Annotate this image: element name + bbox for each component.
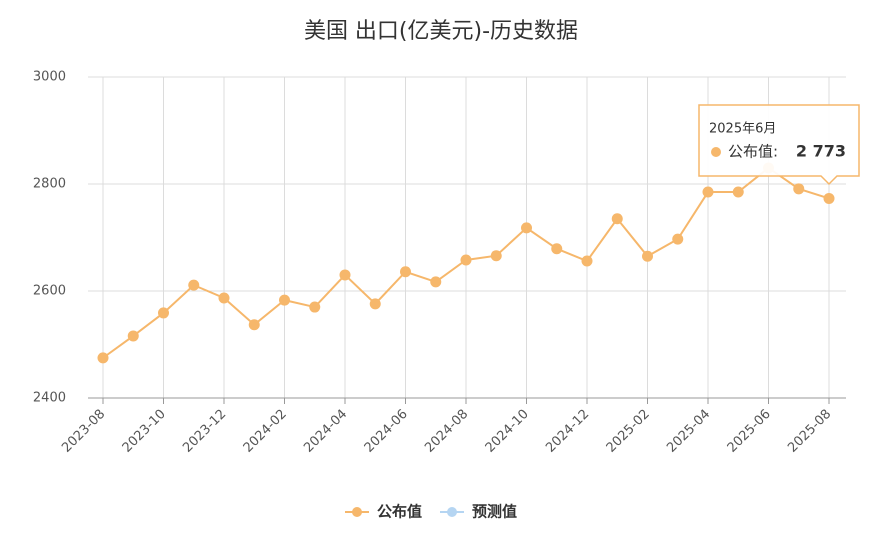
data-point <box>188 279 200 291</box>
x-tick-label: 2024-10 <box>483 407 532 456</box>
x-tick-label: 2025-04 <box>664 407 713 456</box>
tooltip-label: 公布值: <box>728 143 778 161</box>
y-tick-label: 3000 <box>33 70 66 85</box>
y-tick-label: 2600 <box>33 284 66 299</box>
data-point <box>127 330 139 342</box>
data-point <box>158 307 169 319</box>
data-point <box>732 186 744 198</box>
data-point <box>521 222 532 234</box>
x-tick-label: 2024-04 <box>301 407 350 456</box>
data-point <box>309 301 321 313</box>
data-point <box>430 276 442 288</box>
tooltip-value: 2 773 <box>796 142 846 161</box>
data-point <box>490 250 502 262</box>
x-tick-label: 2023-12 <box>180 407 229 456</box>
data-point <box>97 352 109 364</box>
data-point <box>672 233 684 245</box>
x-tick-label: 2025-02 <box>604 407 653 456</box>
data-point <box>823 192 835 204</box>
legend-label: 预测值 <box>472 503 517 521</box>
tooltip-title: 2025年6月 <box>709 122 776 137</box>
data-point <box>248 319 260 331</box>
data-point <box>339 269 351 281</box>
legend-label: 公布值 <box>377 503 422 521</box>
data-point <box>611 213 623 225</box>
tooltip-marker <box>711 147 721 157</box>
legend-marker <box>352 507 362 517</box>
data-point <box>551 243 563 255</box>
x-tick-label: 2024-08 <box>422 407 471 456</box>
y-tick-label: 2400 <box>33 391 66 406</box>
x-tick-label: 2023-08 <box>59 407 108 456</box>
x-tick-label: 2025-08 <box>785 407 834 456</box>
x-tick-label: 2024-06 <box>362 407 411 456</box>
chart-title: 美国 出口(亿美元)-历史数据 <box>304 19 578 44</box>
x-tick-label: 2023-10 <box>120 407 169 456</box>
data-point <box>369 298 381 310</box>
x-tick-label: 2024-12 <box>543 407 592 456</box>
data-point <box>581 255 593 267</box>
data-point <box>400 266 411 278</box>
data-point <box>702 186 714 198</box>
data-point <box>793 183 805 195</box>
data-point <box>460 254 472 266</box>
data-point <box>218 292 230 304</box>
x-tick-label: 2025-06 <box>725 407 774 456</box>
y-tick-label: 2800 <box>33 177 66 192</box>
data-point <box>279 294 290 306</box>
data-point <box>642 250 653 262</box>
tooltip-box <box>698 104 860 186</box>
legend-marker <box>447 507 457 517</box>
x-tick-label: 2024-02 <box>241 407 290 456</box>
